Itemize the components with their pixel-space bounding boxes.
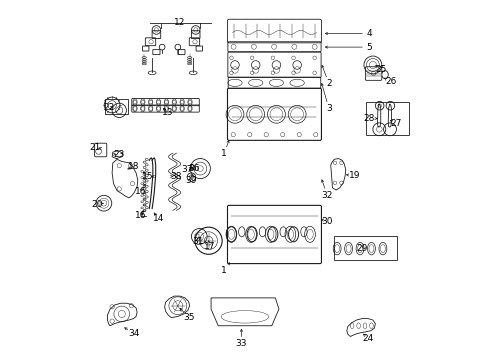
Text: 5: 5: [367, 42, 372, 51]
Text: 1: 1: [221, 149, 227, 158]
Text: 20: 20: [91, 200, 102, 209]
Text: 1: 1: [221, 266, 227, 275]
Text: 37: 37: [181, 166, 193, 175]
Text: 23: 23: [114, 150, 125, 159]
Text: 36: 36: [189, 164, 200, 173]
Text: 25: 25: [376, 66, 387, 75]
Bar: [367, 103, 409, 135]
Text: 32: 32: [321, 190, 333, 199]
Text: 22: 22: [103, 103, 114, 112]
Text: 4: 4: [367, 29, 372, 38]
Bar: [195, 234, 199, 241]
Text: 35: 35: [183, 313, 195, 322]
Text: 16: 16: [135, 211, 147, 220]
Text: 26: 26: [385, 77, 396, 86]
Text: 21: 21: [89, 143, 100, 152]
Text: 2: 2: [326, 79, 332, 88]
Text: 33: 33: [236, 339, 247, 348]
Text: 27: 27: [390, 119, 401, 128]
Text: 39: 39: [185, 176, 196, 185]
Text: 30: 30: [321, 217, 333, 226]
Bar: [105, 99, 128, 114]
Text: 18: 18: [128, 162, 139, 171]
Text: 24: 24: [363, 334, 374, 343]
Text: 28: 28: [364, 114, 375, 123]
Text: 13: 13: [163, 108, 174, 117]
Text: 15: 15: [142, 172, 153, 181]
Text: 19: 19: [349, 171, 361, 180]
Bar: [334, 236, 397, 260]
Text: 29: 29: [357, 244, 368, 253]
Text: 17: 17: [203, 242, 215, 251]
Text: 31: 31: [192, 237, 204, 246]
Text: 34: 34: [128, 329, 139, 338]
Text: 38: 38: [171, 172, 182, 181]
Text: 16: 16: [135, 187, 147, 196]
Text: 12: 12: [174, 18, 186, 27]
Text: 3: 3: [326, 104, 332, 113]
Text: 14: 14: [153, 214, 164, 223]
